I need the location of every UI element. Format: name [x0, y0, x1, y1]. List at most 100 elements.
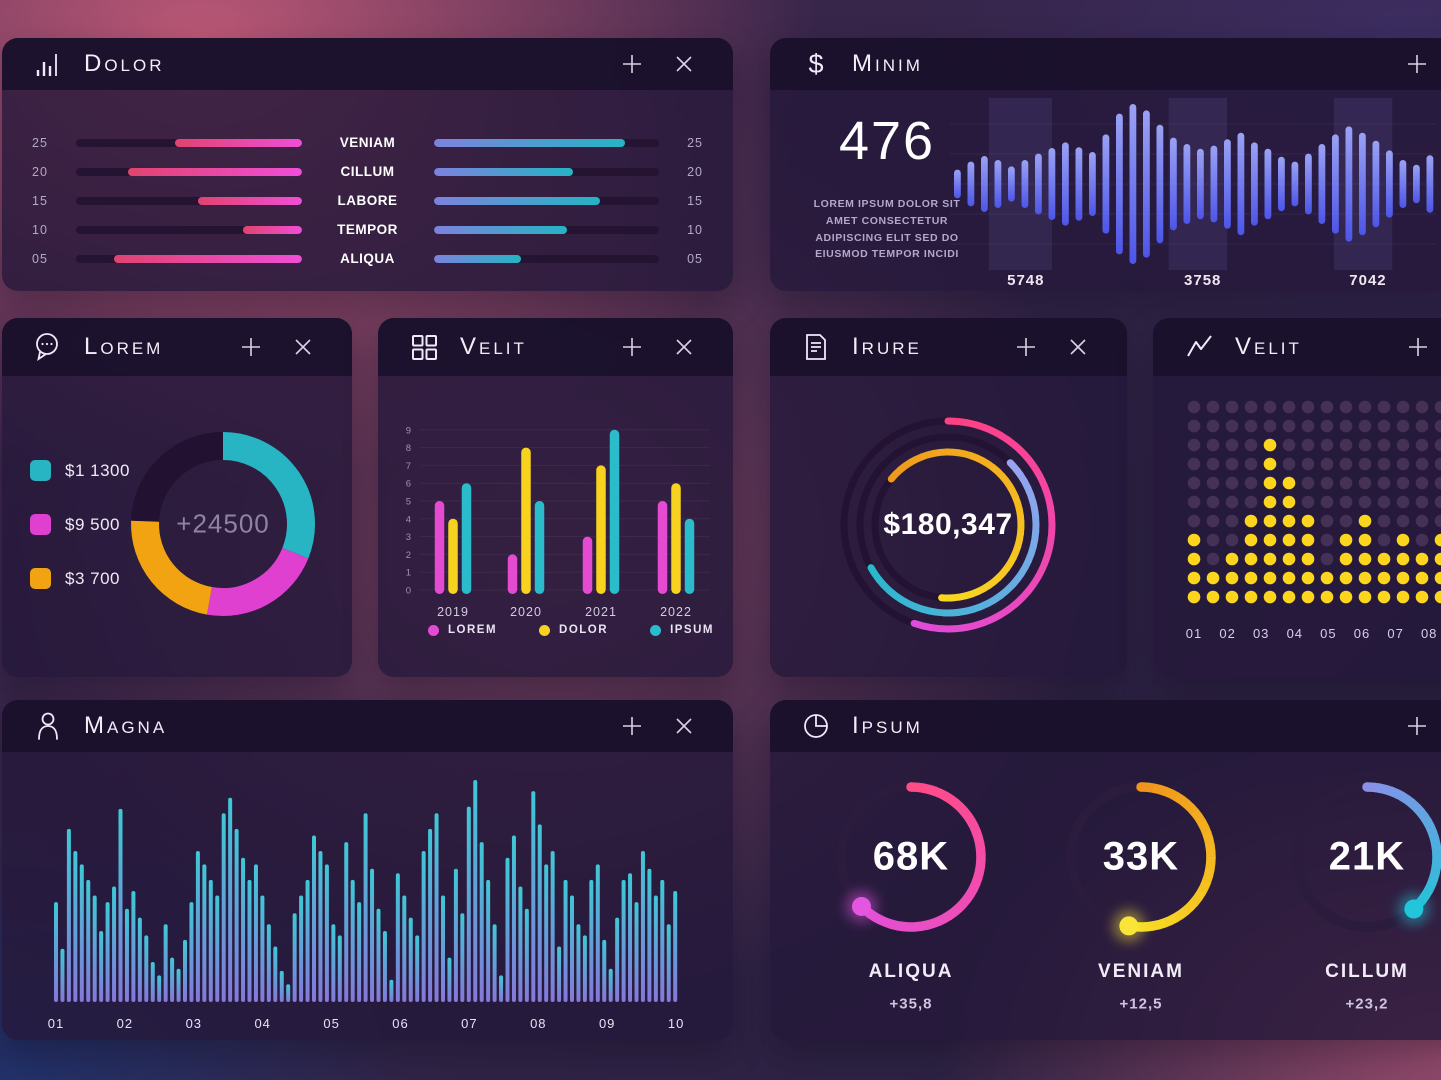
close-button[interactable]	[673, 53, 695, 75]
close-button[interactable]	[292, 336, 314, 358]
gauge-arc-segment	[968, 876, 983, 893]
add-button[interactable]	[621, 715, 643, 737]
magna-bar	[176, 968, 181, 1002]
gauge-delta: +35,8	[889, 995, 933, 1013]
dot-filled	[1187, 590, 1201, 604]
person-icon	[30, 710, 66, 742]
dot-empty	[1339, 495, 1353, 509]
add-button[interactable]	[621, 53, 643, 75]
wave-bar	[1237, 132, 1245, 236]
ring-arc-segment	[1017, 472, 1032, 490]
dot-filled	[1320, 571, 1334, 585]
dolor-right-track	[433, 225, 659, 234]
panel-ipsum-header: Ipsum	[770, 700, 1441, 752]
add-button[interactable]	[1407, 336, 1429, 358]
dolor-left-bar	[175, 138, 302, 147]
magna-bar	[505, 857, 510, 1002]
wave-bar	[1372, 140, 1380, 228]
magna-bar	[66, 828, 71, 1002]
close-button[interactable]	[1067, 336, 1089, 358]
dot-filled	[1377, 571, 1391, 585]
gauges-chart	[836, 782, 1441, 942]
add-button[interactable]	[1406, 715, 1428, 737]
gauge-dot	[852, 896, 872, 916]
gauge-arc-segment	[971, 829, 985, 845]
gauge-arc-segment	[925, 916, 941, 930]
ring-arc-segment	[932, 448, 947, 457]
magna-bar	[473, 780, 478, 1002]
donut-chart	[131, 432, 315, 616]
ring-arc-segment	[1016, 520, 1025, 535]
dot-empty	[1358, 419, 1372, 433]
add-button[interactable]	[240, 336, 262, 358]
gauge-arc-segment	[1422, 818, 1438, 835]
grouped-bar-chart: 0 1 2 3 4 5 6 7 8 9 2019 2020 2021 2022	[406, 425, 710, 619]
dot-filled	[1225, 590, 1239, 604]
dot-empty	[1339, 419, 1353, 433]
dolor-left-value: 25	[32, 135, 48, 150]
magna-bar	[183, 939, 187, 1002]
ring-arc-segment	[919, 449, 935, 461]
dot-empty	[1434, 438, 1441, 452]
dolor-right-value: 15	[687, 193, 703, 208]
legend-swatch	[30, 568, 51, 589]
dolor-row: 05 ALIQUA 05	[32, 244, 703, 273]
magna-bar	[131, 891, 136, 1002]
dot-filled	[1263, 457, 1277, 471]
wave-bar	[1089, 152, 1096, 216]
gauge-arc-segment	[1151, 918, 1167, 931]
magna-bar	[363, 813, 368, 1002]
ring-arc-segment	[1046, 524, 1056, 545]
wave-axis-label: 7042	[1349, 272, 1387, 289]
gauge-arc-segment	[1197, 819, 1212, 836]
dot-empty	[1244, 419, 1258, 433]
dot-empty	[1320, 476, 1334, 490]
add-button[interactable]	[621, 336, 643, 358]
dot-empty	[1187, 514, 1201, 528]
close-button[interactable]	[673, 715, 695, 737]
ring-arc-segment	[1029, 500, 1040, 518]
vbars-legend-item: IPSUM	[650, 624, 714, 636]
wave-bar	[1386, 150, 1393, 218]
gauge-arc-segment	[1388, 786, 1405, 801]
gauge-arc-segment	[1182, 898, 1199, 915]
dot-filled	[1415, 571, 1429, 585]
wave-bar	[994, 160, 1002, 208]
vbars-bar	[461, 483, 472, 594]
chat-icon	[30, 331, 66, 363]
dot-empty	[1396, 476, 1410, 490]
magna-bar	[163, 924, 168, 1002]
dolor-left-value: 10	[32, 222, 48, 237]
magna-bar	[318, 851, 323, 1002]
wave-bar	[1359, 132, 1366, 236]
dot-empty	[1434, 495, 1441, 509]
add-button[interactable]	[1015, 336, 1037, 358]
dot-empty	[1244, 400, 1258, 414]
dot-empty	[1225, 476, 1239, 490]
vbars-legend-item: DOLOR	[539, 624, 608, 636]
dot-filled	[1358, 533, 1372, 547]
dot-filled	[1377, 590, 1391, 604]
vbars-bar	[534, 501, 545, 594]
add-button[interactable]	[1406, 53, 1428, 75]
panel-magna-body: 01 02 03 04 05 06 07 08 09 10	[2, 752, 733, 1040]
dot-filled	[1358, 590, 1372, 604]
ring-arc-segment	[1009, 544, 1022, 560]
dots-x-label: 07	[1387, 626, 1403, 641]
line-chart-icon	[1181, 332, 1217, 362]
dot-filled	[1282, 514, 1296, 528]
magna-bar	[266, 924, 271, 1002]
ring-arc-segment	[948, 623, 969, 633]
magna-bar	[595, 864, 600, 1002]
vbars-y-tick: 1	[406, 568, 411, 579]
ring-arc-segment	[1012, 588, 1032, 608]
ring-arc-segment	[998, 601, 1019, 619]
donut-legend: $1 1300 $9 500 $3 700	[30, 460, 130, 589]
magna-bar	[434, 813, 439, 1002]
vbars-y-tick: 2	[406, 550, 411, 561]
dot-empty	[1225, 419, 1239, 433]
close-button[interactable]	[673, 336, 695, 358]
dot-filled	[1225, 571, 1239, 585]
wave-bar	[1305, 153, 1312, 215]
dot-filled	[1358, 552, 1372, 566]
